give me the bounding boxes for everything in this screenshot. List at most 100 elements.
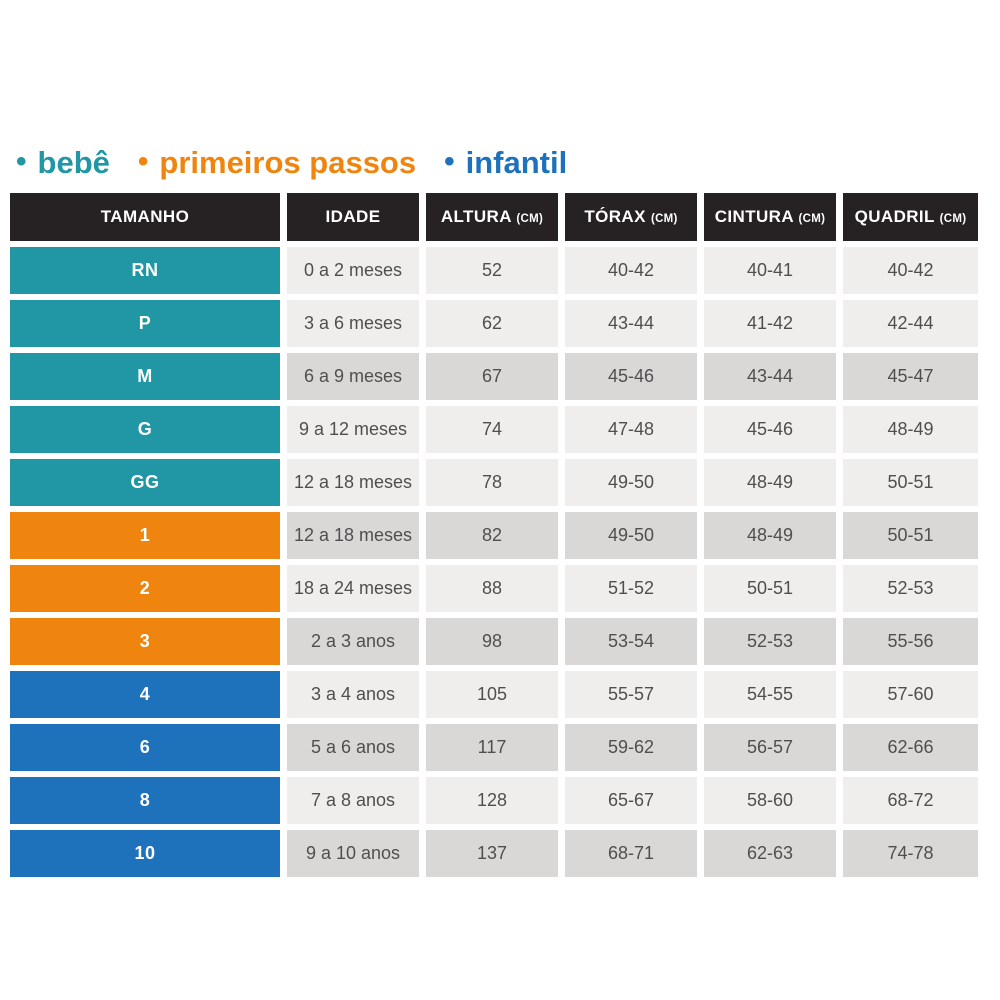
size-cell: 4 bbox=[10, 671, 280, 718]
altura-cell: 67 bbox=[426, 353, 558, 400]
quadril-cell: 50-51 bbox=[843, 459, 978, 506]
table-row: 2 18 a 24 meses 88 51-52 50-51 52-53 bbox=[10, 565, 978, 612]
table-row: 6 5 a 6 anos 117 59-62 56-57 62-66 bbox=[10, 724, 978, 771]
torax-cell: 40-42 bbox=[565, 247, 697, 294]
altura-cell: 52 bbox=[426, 247, 558, 294]
table-row: G 9 a 12 meses 74 47-48 45-46 48-49 bbox=[10, 406, 978, 453]
size-table-body: RN 0 a 2 meses 52 40-42 40-41 40-42 P 3 … bbox=[10, 247, 978, 877]
torax-cell: 51-52 bbox=[565, 565, 697, 612]
cintura-cell: 62-63 bbox=[704, 830, 836, 877]
idade-cell: 3 a 6 meses bbox=[287, 300, 419, 347]
table-row: 3 2 a 3 anos 98 53-54 52-53 55-56 bbox=[10, 618, 978, 665]
table-row: 4 3 a 4 anos 105 55-57 54-55 57-60 bbox=[10, 671, 978, 718]
legend-label-bebe: bebê bbox=[37, 145, 110, 180]
idade-cell: 2 a 3 anos bbox=[287, 618, 419, 665]
altura-cell: 98 bbox=[426, 618, 558, 665]
category-legend: • bebê • primeiros passos • infantil bbox=[16, 144, 567, 182]
cintura-cell: 43-44 bbox=[704, 353, 836, 400]
table-row: M 6 a 9 meses 67 45-46 43-44 45-47 bbox=[10, 353, 978, 400]
idade-cell: 5 a 6 anos bbox=[287, 724, 419, 771]
unit-label: (CM) bbox=[939, 213, 967, 225]
legend-item-infantil: • infantil bbox=[444, 144, 567, 182]
torax-cell: 45-46 bbox=[565, 353, 697, 400]
torax-cell: 43-44 bbox=[565, 300, 697, 347]
cintura-cell: 40-41 bbox=[704, 247, 836, 294]
legend-item-bebe: • bebê bbox=[16, 144, 110, 182]
idade-cell: 18 a 24 meses bbox=[287, 565, 419, 612]
cintura-cell: 54-55 bbox=[704, 671, 836, 718]
torax-cell: 55-57 bbox=[565, 671, 697, 718]
legend-label-primeiros-passos: primeiros passos bbox=[159, 145, 417, 180]
cintura-cell: 56-57 bbox=[704, 724, 836, 771]
idade-cell: 0 a 2 meses bbox=[287, 247, 419, 294]
idade-cell: 6 a 9 meses bbox=[287, 353, 419, 400]
table-row: 8 7 a 8 anos 128 65-67 58-60 68-72 bbox=[10, 777, 978, 824]
idade-cell: 12 a 18 meses bbox=[287, 459, 419, 506]
altura-cell: 137 bbox=[426, 830, 558, 877]
header-idade: IDADE bbox=[287, 193, 419, 241]
header-row: TAMANHO IDADE ALTURA (CM) TÓRAX (CM) CIN… bbox=[10, 193, 978, 241]
cintura-cell: 58-60 bbox=[704, 777, 836, 824]
header-quadril: QUADRIL (CM) bbox=[843, 193, 978, 241]
size-cell: 8 bbox=[10, 777, 280, 824]
legend-label-infantil: infantil bbox=[465, 145, 568, 180]
size-cell: 10 bbox=[10, 830, 280, 877]
table-row: 1 12 a 18 meses 82 49-50 48-49 50-51 bbox=[10, 512, 978, 559]
cintura-cell: 45-46 bbox=[704, 406, 836, 453]
header-tamanho: TAMANHO bbox=[10, 193, 280, 241]
table-row: GG 12 a 18 meses 78 49-50 48-49 50-51 bbox=[10, 459, 978, 506]
table-row: P 3 a 6 meses 62 43-44 41-42 42-44 bbox=[10, 300, 978, 347]
size-cell: 2 bbox=[10, 565, 280, 612]
quadril-cell: 48-49 bbox=[843, 406, 978, 453]
quadril-cell: 62-66 bbox=[843, 724, 978, 771]
cintura-cell: 52-53 bbox=[704, 618, 836, 665]
size-cell: RN bbox=[10, 247, 280, 294]
size-cell: G bbox=[10, 406, 280, 453]
torax-cell: 59-62 bbox=[565, 724, 697, 771]
header-altura: ALTURA (CM) bbox=[426, 193, 558, 241]
torax-cell: 47-48 bbox=[565, 406, 697, 453]
cintura-cell: 48-49 bbox=[704, 512, 836, 559]
quadril-cell: 55-56 bbox=[843, 618, 978, 665]
torax-cell: 49-50 bbox=[565, 459, 697, 506]
idade-cell: 12 a 18 meses bbox=[287, 512, 419, 559]
size-cell: 6 bbox=[10, 724, 280, 771]
unit-label: (CM) bbox=[798, 213, 826, 225]
altura-cell: 105 bbox=[426, 671, 558, 718]
bullet-icon: • bbox=[16, 145, 27, 178]
altura-cell: 74 bbox=[426, 406, 558, 453]
bullet-icon: • bbox=[137, 145, 149, 178]
table-row: 10 9 a 10 anos 137 68-71 62-63 74-78 bbox=[10, 830, 978, 877]
quadril-cell: 42-44 bbox=[843, 300, 978, 347]
quadril-cell: 50-51 bbox=[843, 512, 978, 559]
altura-cell: 78 bbox=[426, 459, 558, 506]
legend-item-primeiros-passos: • primeiros passos bbox=[138, 144, 416, 182]
torax-cell: 65-67 bbox=[565, 777, 697, 824]
quadril-cell: 52-53 bbox=[843, 565, 978, 612]
quadril-cell: 74-78 bbox=[843, 830, 978, 877]
size-cell: 3 bbox=[10, 618, 280, 665]
altura-cell: 82 bbox=[426, 512, 558, 559]
torax-cell: 53-54 bbox=[565, 618, 697, 665]
unit-label: (CM) bbox=[516, 213, 544, 225]
altura-cell: 62 bbox=[426, 300, 558, 347]
torax-cell: 68-71 bbox=[565, 830, 697, 877]
quadril-cell: 57-60 bbox=[843, 671, 978, 718]
size-cell: M bbox=[10, 353, 280, 400]
altura-cell: 128 bbox=[426, 777, 558, 824]
cintura-cell: 48-49 bbox=[704, 459, 836, 506]
bullet-icon: • bbox=[444, 145, 455, 178]
idade-cell: 3 a 4 anos bbox=[287, 671, 419, 718]
header-torax: TÓRAX (CM) bbox=[565, 193, 697, 241]
size-cell: 1 bbox=[10, 512, 280, 559]
idade-cell: 9 a 12 meses bbox=[287, 406, 419, 453]
size-cell: GG bbox=[10, 459, 280, 506]
quadril-cell: 68-72 bbox=[843, 777, 978, 824]
size-table: TAMANHO IDADE ALTURA (CM) TÓRAX (CM) CIN… bbox=[3, 187, 985, 883]
quadril-cell: 40-42 bbox=[843, 247, 978, 294]
altura-cell: 117 bbox=[426, 724, 558, 771]
cintura-cell: 41-42 bbox=[704, 300, 836, 347]
torax-cell: 49-50 bbox=[565, 512, 697, 559]
table-row: RN 0 a 2 meses 52 40-42 40-41 40-42 bbox=[10, 247, 978, 294]
